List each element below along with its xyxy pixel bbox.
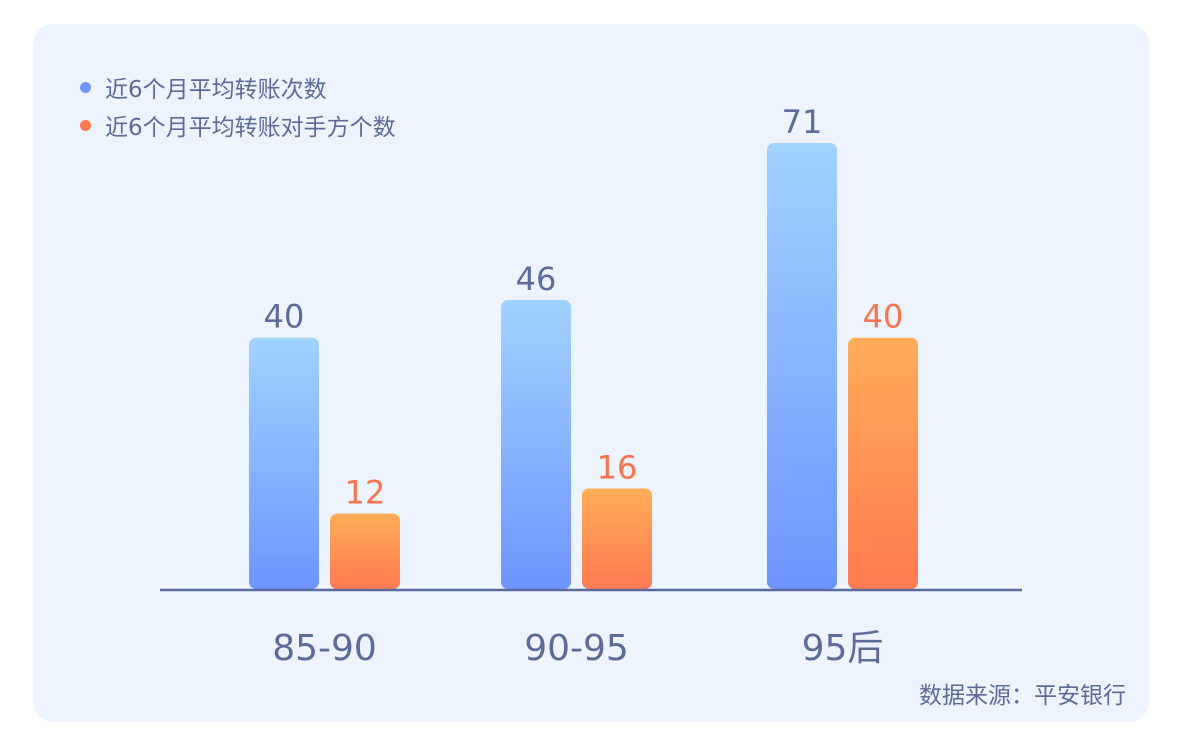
data-label-transfer-count-0: 40	[264, 298, 305, 336]
bar-counterparty-count-0	[330, 513, 400, 589]
chart-card	[33, 24, 1149, 722]
legend-dot-blue	[80, 81, 91, 93]
x-tick-label-1: 90-95	[524, 628, 629, 669]
bar-transfer-count-1	[501, 300, 571, 589]
bar-counterparty-count-1	[582, 488, 652, 589]
legend-dot-orange	[80, 119, 91, 131]
data-label-counterparty-count-2: 40	[863, 298, 904, 336]
bar-transfer-count-2	[767, 143, 837, 589]
legend: 近6个月平均转账次数 近6个月平均转账对手方个数	[80, 68, 396, 144]
data-label-counterparty-count-0: 12	[345, 474, 386, 512]
legend-label-counterparty-count: 近6个月平均转账对手方个数	[105, 115, 396, 141]
bar-counterparty-count-2	[848, 337, 918, 589]
legend-label-transfer-count: 近6个月平均转账次数	[105, 77, 327, 103]
legend-item-counterparty-count: 近6个月平均转账对手方个数	[80, 106, 396, 144]
data-label-counterparty-count-1: 16	[597, 448, 638, 486]
bar-transfer-count-0	[249, 337, 319, 589]
data-label-transfer-count-1: 46	[516, 260, 557, 298]
data-source-note: 数据来源：平安银行	[919, 683, 1126, 709]
x-tick-label-0: 85-90	[272, 628, 377, 669]
data-label-transfer-count-2: 71	[782, 103, 823, 141]
legend-item-transfer-count: 近6个月平均转账次数	[80, 68, 396, 106]
x-tick-label-2: 95后	[802, 628, 884, 669]
